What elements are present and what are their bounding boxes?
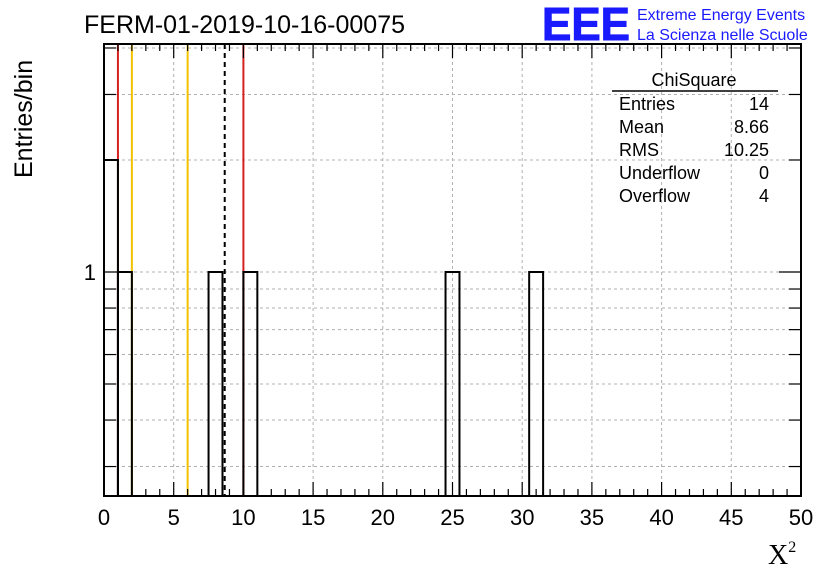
x-tick-label: 45 xyxy=(719,505,743,530)
x-tick-labels: 0 5 10 15 20 25 30 35 40 45 50 xyxy=(98,505,813,530)
stats-row-label: Mean xyxy=(619,117,664,137)
stats-box-title: ChiSquare xyxy=(651,70,736,90)
histogram-bar xyxy=(528,270,545,496)
stats-row-value: 4 xyxy=(759,186,769,206)
stats-box-rows: Entries 14 Mean 8.66 RMS 10.25 Underflow 0 Overf… xyxy=(619,94,769,206)
reference-lines xyxy=(116,44,245,496)
histogram-bins xyxy=(103,158,545,496)
y-tick-label: 1 xyxy=(84,260,96,285)
x-axis-label: X2 xyxy=(768,539,796,571)
eee-logo: EEE Extreme Energy Events La Scienza nel… xyxy=(542,0,808,51)
stats-row-value: 8.66 xyxy=(734,117,769,137)
stats-row-value: 14 xyxy=(749,94,769,114)
x-tick-label: 5 xyxy=(168,505,180,530)
x-tick-label: 30 xyxy=(510,505,534,530)
eee-logo-line2: La Scienza nelle Scuole xyxy=(637,27,808,44)
stats-row-label: RMS xyxy=(619,140,659,160)
stats-row-label: Underflow xyxy=(619,163,701,183)
eee-logo-line1: Extreme Energy Events xyxy=(637,7,805,24)
histogram-bar xyxy=(242,270,259,496)
x-tick-label: 50 xyxy=(789,505,813,530)
histogram-bar xyxy=(103,158,119,496)
stats-row-label: Entries xyxy=(619,94,675,114)
x-tick-label: 40 xyxy=(649,505,673,530)
histogram-bar xyxy=(207,270,224,496)
stats-row-value: 10.25 xyxy=(724,140,769,160)
x-tick-label: 10 xyxy=(231,505,255,530)
y-tick-labels: 1 xyxy=(84,260,96,285)
x-tick-label: 35 xyxy=(580,505,604,530)
stats-box: ChiSquare Entries 14 Mean 8.66 RMS 10.25 Under… xyxy=(612,70,778,206)
x-axis-label-superscript: 2 xyxy=(788,539,796,556)
x-tick-label: 25 xyxy=(440,505,464,530)
x-tick-label: 0 xyxy=(98,505,110,530)
histogram-bar xyxy=(444,270,461,496)
x-tick-label: 20 xyxy=(371,505,395,530)
y-axis-label: Entries/bin xyxy=(10,60,38,178)
x-axis-label-base: X xyxy=(768,540,788,571)
stats-row-value: 0 xyxy=(759,163,769,183)
x-tick-label: 15 xyxy=(301,505,325,530)
chart-title: FERM-01-2019-10-16-00075 xyxy=(84,11,405,39)
axes xyxy=(103,43,802,497)
eee-logo-mark: EEE xyxy=(542,0,630,50)
stats-row-label: Overflow xyxy=(619,186,691,206)
